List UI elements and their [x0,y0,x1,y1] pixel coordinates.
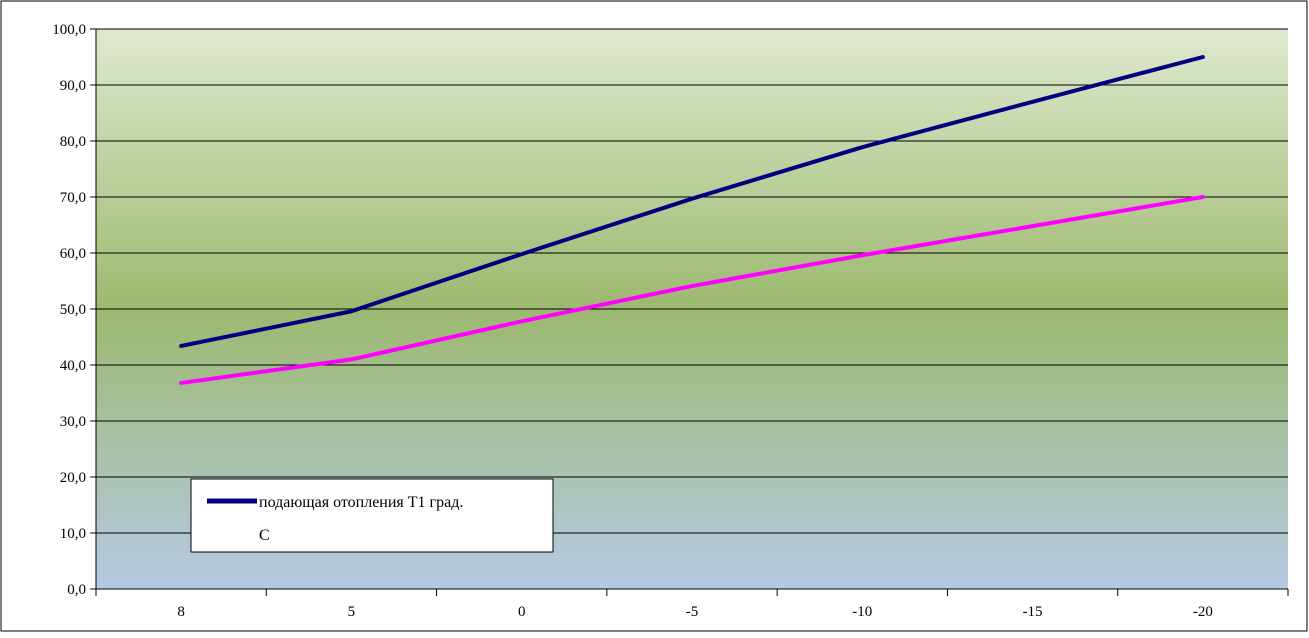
y-tick-label: 50,0 [60,302,86,318]
y-tick-label: 0,0 [67,582,86,598]
y-tick-label: 30,0 [60,414,86,430]
y-tick-label: 60,0 [60,246,86,262]
x-tick-label: -15 [1023,604,1043,620]
x-tick-label: -20 [1193,604,1213,620]
legend-label-line-1: подающая отопления Т1 град. [259,494,463,511]
y-tick-label: 70,0 [60,190,86,206]
y-tick-label: 90,0 [60,78,86,94]
x-tick-label: -5 [686,604,699,620]
y-tick-label: 40,0 [60,358,86,374]
y-tick-label: 10,0 [60,526,86,542]
x-tick-label: 5 [348,604,356,620]
legend-label-line-2: С [259,527,270,544]
y-tick-label: 20,0 [60,470,86,486]
legend-box [191,479,553,552]
y-tick-label: 100,0 [52,22,86,38]
x-tick-label: 8 [177,604,185,620]
x-tick-label: -10 [852,604,872,620]
y-tick-label: 80,0 [60,134,86,150]
x-tick-label: 0 [518,604,526,620]
legend: подающая отопления Т1 град. С [191,479,553,552]
